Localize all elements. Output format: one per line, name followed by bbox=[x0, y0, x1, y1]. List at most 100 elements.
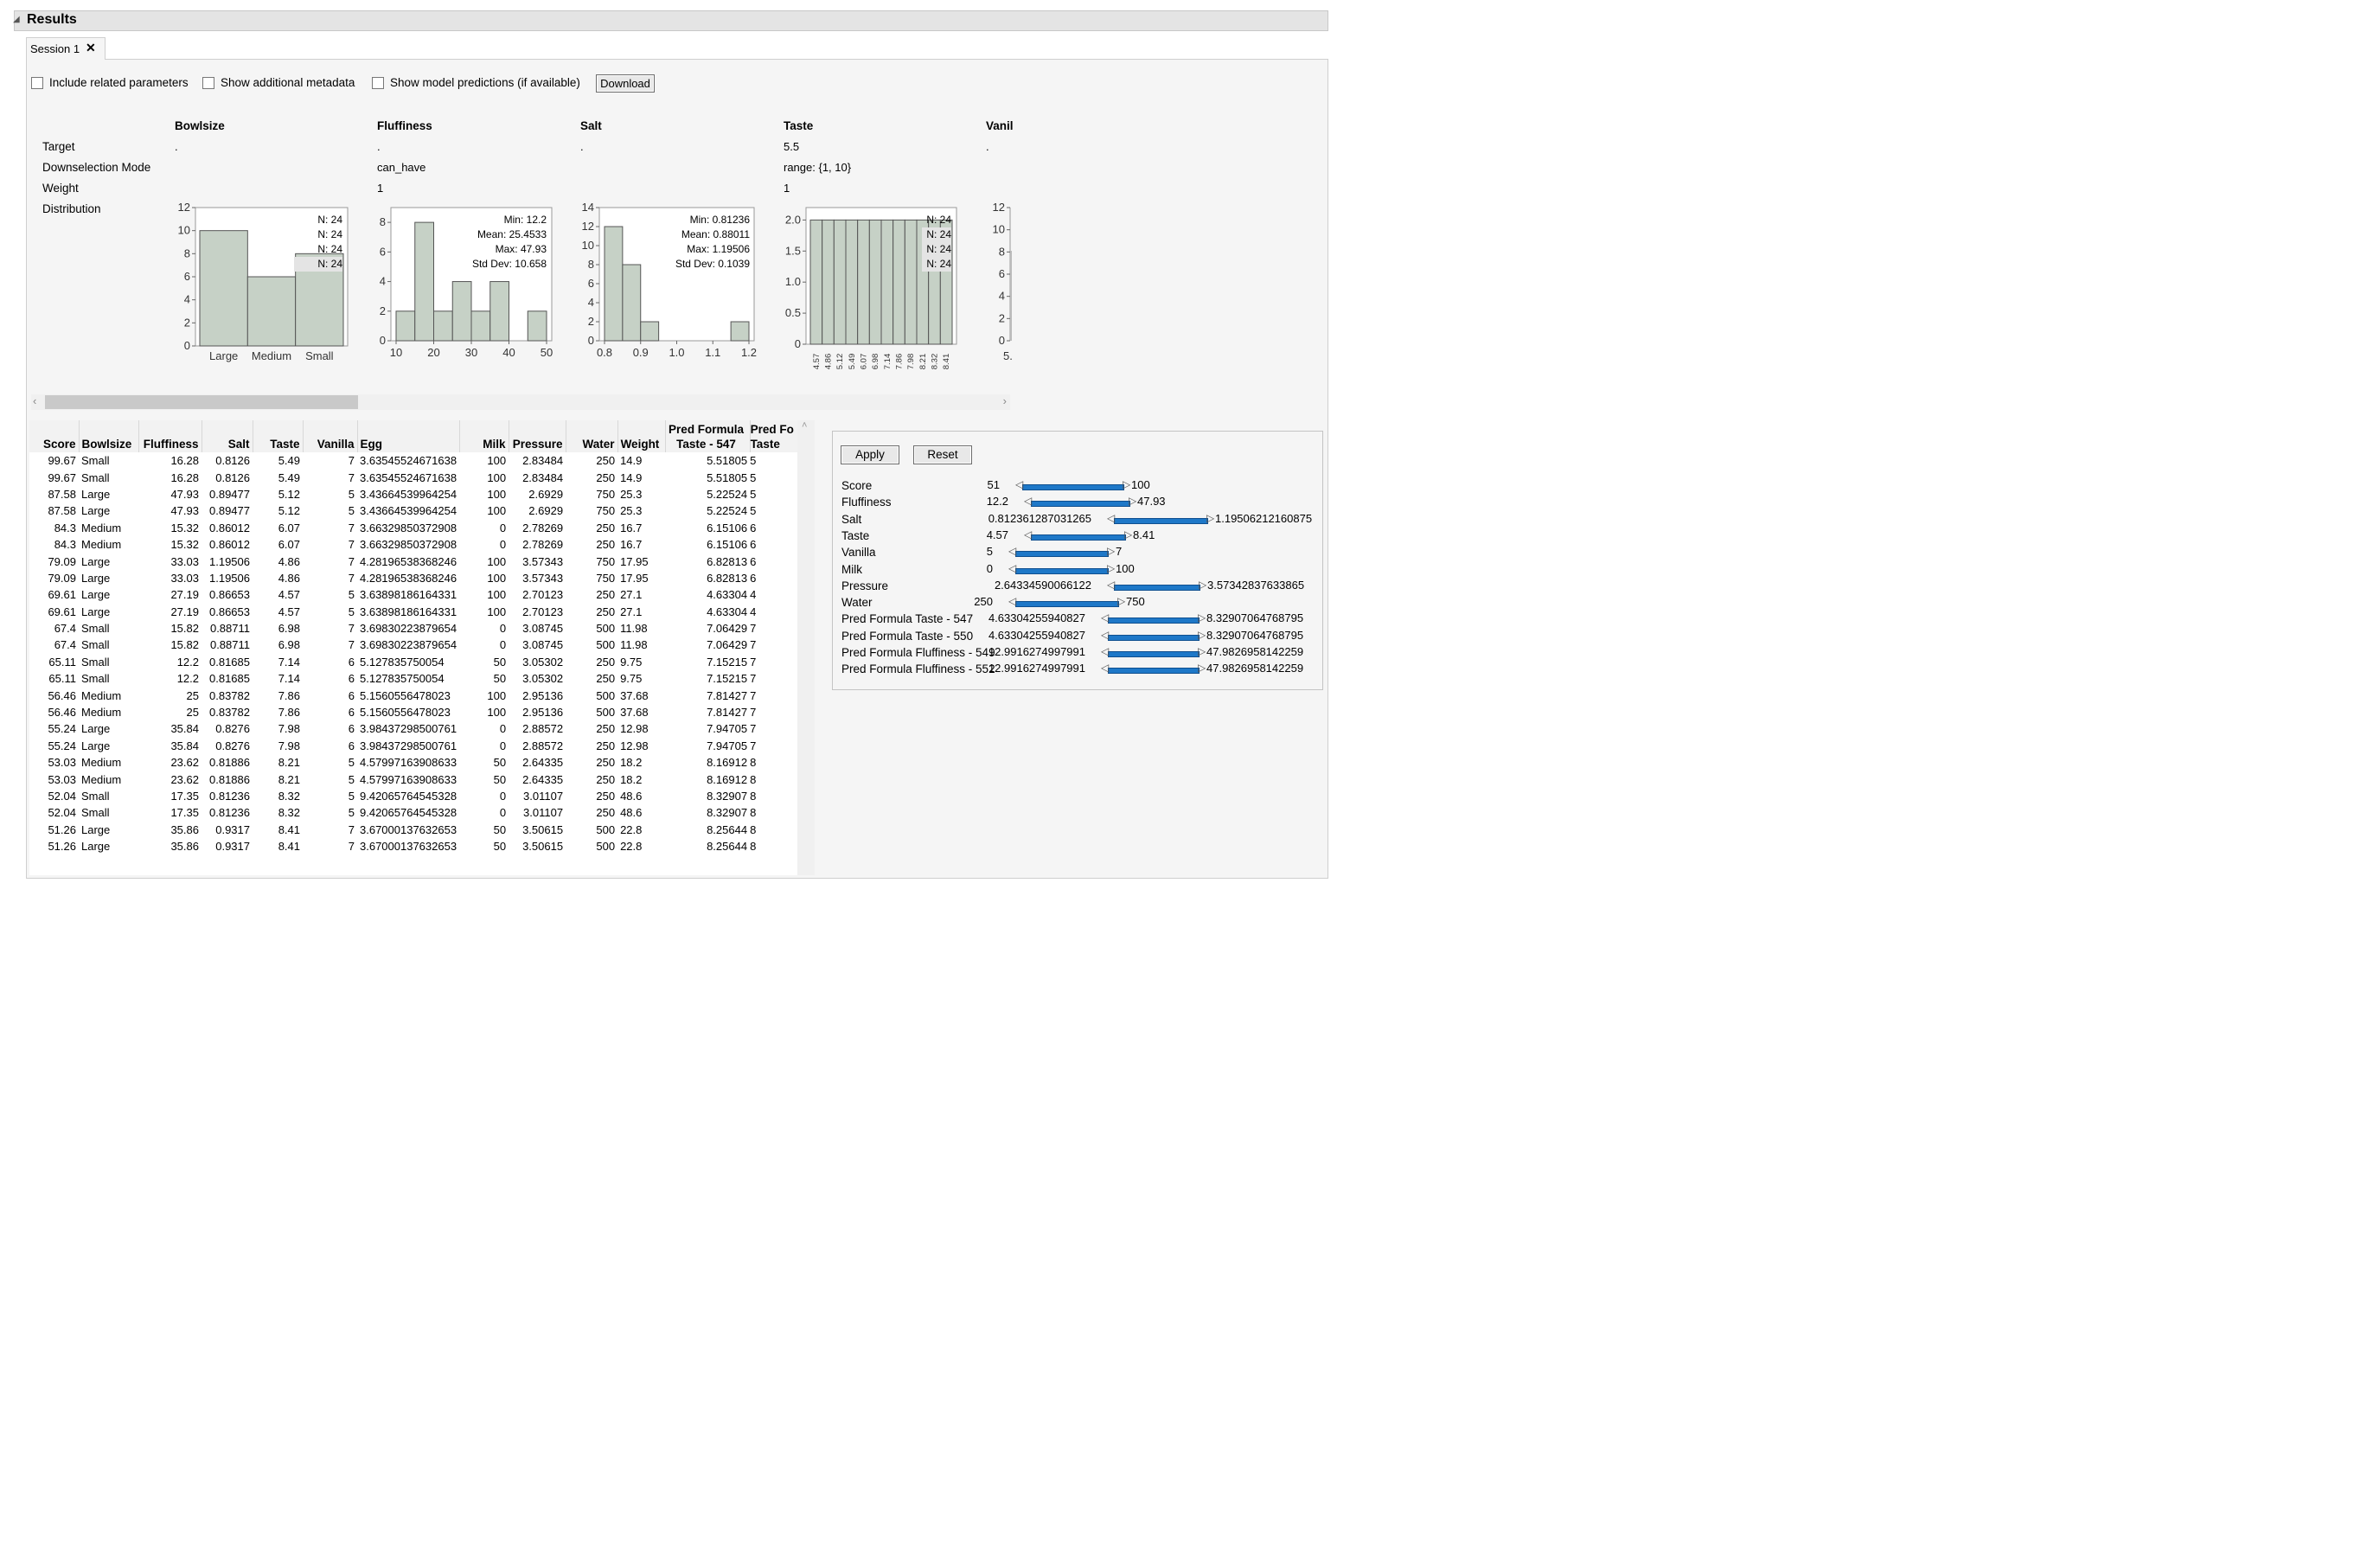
column-header[interactable]: Score bbox=[29, 420, 80, 452]
table-row[interactable]: 69.61 Large 27.19 0.86653 4.57 5 3.63898186164… bbox=[29, 586, 797, 603]
scroll-left-icon[interactable]: ‹ bbox=[33, 394, 37, 407]
slider-max-handle-icon[interactable]: ▷ bbox=[1198, 645, 1206, 657]
range-slider[interactable] bbox=[1015, 567, 1109, 574]
slider-max-handle-icon[interactable]: ▷ bbox=[1123, 478, 1131, 490]
reset-button[interactable]: Reset bbox=[913, 445, 972, 464]
column-header[interactable]: Egg bbox=[357, 420, 460, 452]
slider-min-handle-icon[interactable]: ◁ bbox=[1101, 611, 1110, 624]
column-header[interactable]: Weight bbox=[617, 420, 666, 452]
slider-min-handle-icon[interactable]: ◁ bbox=[1101, 628, 1110, 641]
include-related-checkbox[interactable] bbox=[31, 77, 43, 89]
slider-min-handle-icon[interactable]: ◁ bbox=[1024, 528, 1033, 541]
table-row[interactable]: 51.26 Large 35.86 0.9317 8.41 7 3.670001376326… bbox=[29, 822, 797, 838]
table-row[interactable]: 79.09 Large 33.03 1.19506 4.86 7 4.28196538368… bbox=[29, 553, 797, 569]
slider-max-handle-icon[interactable]: ▷ bbox=[1198, 662, 1206, 675]
slider-min-handle-icon[interactable]: ◁ bbox=[1101, 645, 1110, 657]
results-header[interactable]: ◢ Results bbox=[13, 10, 1328, 31]
filter-min-value[interactable]: 0 bbox=[986, 561, 993, 575]
filter-min-value[interactable]: 51 bbox=[987, 478, 1000, 491]
filter-min-value[interactable]: 4.57 bbox=[986, 528, 1008, 541]
table-row[interactable]: 67.4 Small 15.82 0.88711 6.98 7 3.698302238796… bbox=[29, 620, 797, 637]
table-row[interactable]: 55.24 Large 35.84 0.8276 7.98 6 3.984372985007… bbox=[29, 720, 797, 737]
column-header[interactable]: Salt bbox=[202, 420, 253, 452]
filter-max-value[interactable]: 3.57342837633865 bbox=[1207, 578, 1305, 592]
slider-min-handle-icon[interactable]: ◁ bbox=[1008, 595, 1017, 608]
table-row[interactable]: 69.61 Large 27.19 0.86653 4.57 5 3.63898186164… bbox=[29, 604, 797, 620]
table-row[interactable]: 53.03 Medium 23.62 0.81886 8.21 5 4.5799716390… bbox=[29, 771, 797, 787]
slider-max-handle-icon[interactable]: ▷ bbox=[1107, 545, 1116, 558]
filter-max-value[interactable]: 8.32907064768795 bbox=[1206, 628, 1304, 642]
table-row[interactable]: 99.67 Small 16.28 0.8126 5.49 7 3.635455246716… bbox=[29, 452, 797, 469]
horizontal-scrollbar[interactable]: ‹ › bbox=[31, 394, 1010, 410]
collapse-triangle-icon[interactable]: ◢ bbox=[13, 15, 20, 24]
table-row[interactable]: 84.3 Medium 15.32 0.86012 6.07 7 3.66329850372… bbox=[29, 520, 797, 536]
table-row[interactable]: 99.67 Small 16.28 0.8126 5.49 7 3.635455246716… bbox=[29, 469, 797, 485]
slider-max-handle-icon[interactable]: ▷ bbox=[1198, 611, 1206, 624]
column-header[interactable]: Pred Formula Taste - 547 bbox=[665, 420, 751, 452]
table-row[interactable]: 56.46 Medium 25 0.83782 7.86 6 5.1560556478023… bbox=[29, 704, 797, 720]
table-row[interactable]: 56.46 Medium 25 0.83782 7.86 6 5.1560556478023… bbox=[29, 687, 797, 703]
filter-min-value[interactable]: 12.2 bbox=[986, 495, 1008, 509]
column-header[interactable]: Pred Fo Taste bbox=[750, 420, 798, 452]
table-row[interactable]: 84.3 Medium 15.32 0.86012 6.07 7 3.66329850372… bbox=[29, 536, 797, 553]
table-row[interactable]: 87.58 Large 47.93 0.89477 5.12 5 3.43664539964… bbox=[29, 502, 797, 519]
slider-min-handle-icon[interactable]: ◁ bbox=[1024, 495, 1033, 508]
range-slider[interactable] bbox=[1114, 584, 1200, 591]
filter-max-value[interactable]: 100 bbox=[1116, 561, 1135, 575]
column-header[interactable]: Bowlsize bbox=[79, 420, 139, 452]
range-slider[interactable] bbox=[1108, 668, 1200, 675]
table-row[interactable]: 52.04 Small 17.35 0.81236 8.32 5 9.42065764545… bbox=[29, 788, 797, 804]
range-slider[interactable] bbox=[1108, 618, 1200, 624]
filter-min-value[interactable]: 2.64334590066122 bbox=[994, 578, 1091, 592]
range-slider[interactable] bbox=[1114, 517, 1208, 524]
range-slider[interactable] bbox=[1031, 534, 1126, 541]
column-header[interactable]: Pressure bbox=[509, 420, 566, 452]
filter-max-value[interactable]: 47.9826958142259 bbox=[1206, 662, 1304, 675]
slider-max-handle-icon[interactable]: ▷ bbox=[1198, 628, 1206, 641]
filter-min-value[interactable]: 0.812361287031265 bbox=[988, 511, 1091, 525]
filter-max-value[interactable]: 1.19506212160875 bbox=[1215, 511, 1313, 525]
table-row[interactable]: 55.24 Large 35.84 0.8276 7.98 6 3.984372985007… bbox=[29, 738, 797, 754]
filter-min-value[interactable]: 4.63304255940827 bbox=[988, 611, 1085, 625]
slider-min-handle-icon[interactable]: ◁ bbox=[1107, 578, 1116, 591]
range-slider[interactable] bbox=[1108, 634, 1200, 641]
filter-min-value[interactable]: 12.9916274997991 bbox=[988, 645, 1085, 658]
table-row[interactable]: 87.58 Large 47.93 0.89477 5.12 5 3.43664539964… bbox=[29, 486, 797, 502]
slider-min-handle-icon[interactable]: ◁ bbox=[1008, 561, 1017, 574]
range-slider[interactable] bbox=[1022, 484, 1124, 490]
slider-max-handle-icon[interactable]: ▷ bbox=[1124, 528, 1133, 541]
close-icon[interactable]: ✕ bbox=[86, 41, 96, 54]
apply-button[interactable]: Apply bbox=[841, 445, 899, 464]
table-vertical-scrollbar[interactable]: ˄ bbox=[797, 420, 815, 875]
slider-min-handle-icon[interactable]: ◁ bbox=[1008, 545, 1017, 558]
table-row[interactable]: 79.09 Large 33.03 1.19506 4.86 7 4.28196538368… bbox=[29, 570, 797, 586]
filter-max-value[interactable]: 8.41 bbox=[1133, 528, 1155, 541]
filter-max-value[interactable]: 750 bbox=[1126, 595, 1145, 609]
range-slider[interactable] bbox=[1015, 551, 1109, 558]
scroll-right-icon[interactable]: › bbox=[1002, 394, 1007, 407]
download-button[interactable]: Download bbox=[596, 74, 655, 93]
filter-min-value[interactable]: 12.9916274997991 bbox=[988, 662, 1085, 675]
slider-min-handle-icon[interactable]: ◁ bbox=[1101, 662, 1110, 675]
show-predictions-checkbox[interactable] bbox=[372, 77, 384, 89]
column-header[interactable]: Fluffiness bbox=[138, 420, 202, 452]
filter-max-value[interactable]: 47.93 bbox=[1137, 495, 1166, 509]
table-row[interactable]: 65.11 Small 12.2 0.81685 7.14 6 5.127835750054… bbox=[29, 654, 797, 670]
filter-max-value[interactable]: 8.32907064768795 bbox=[1206, 611, 1304, 625]
table-row[interactable]: 67.4 Small 15.82 0.88711 6.98 7 3.698302238796… bbox=[29, 637, 797, 653]
table-row[interactable]: 51.26 Large 35.86 0.9317 8.41 7 3.670001376326… bbox=[29, 838, 797, 854]
filter-min-value[interactable]: 250 bbox=[974, 595, 993, 609]
filter-max-value[interactable]: 100 bbox=[1131, 478, 1150, 491]
scrollbar-thumb[interactable] bbox=[45, 395, 358, 409]
slider-min-handle-icon[interactable]: ◁ bbox=[1015, 478, 1024, 490]
slider-max-handle-icon[interactable]: ▷ bbox=[1206, 511, 1215, 524]
slider-max-handle-icon[interactable]: ▷ bbox=[1117, 595, 1126, 608]
column-header[interactable]: Water bbox=[566, 420, 618, 452]
table-row[interactable]: 53.03 Medium 23.62 0.81886 8.21 5 4.5799716390… bbox=[29, 754, 797, 771]
column-header[interactable]: Vanilla bbox=[303, 420, 358, 452]
range-slider[interactable] bbox=[1015, 601, 1119, 608]
filter-max-value[interactable]: 7 bbox=[1116, 545, 1123, 559]
table-row[interactable]: 65.11 Small 12.2 0.81685 7.14 6 5.127835750054… bbox=[29, 670, 797, 687]
filter-max-value[interactable]: 47.9826958142259 bbox=[1206, 645, 1304, 658]
column-header[interactable]: Taste bbox=[253, 420, 304, 452]
